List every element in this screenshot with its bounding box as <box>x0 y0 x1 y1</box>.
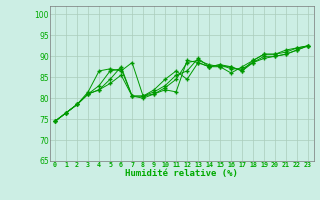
X-axis label: Humidité relative (%): Humidité relative (%) <box>125 169 238 178</box>
